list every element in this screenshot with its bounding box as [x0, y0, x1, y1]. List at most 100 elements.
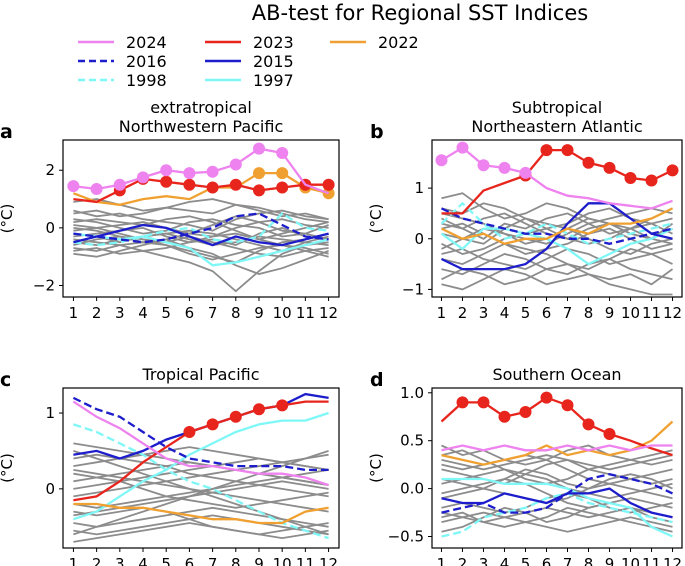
legend-label-2023: 2023	[253, 33, 294, 52]
panel-title: Northeastern Atlantic	[471, 117, 642, 136]
x-tick-label: 8	[584, 555, 594, 566]
background-year-line	[441, 263, 674, 286]
series-line-2015	[441, 202, 673, 271]
legend-item-2016: 2016	[78, 52, 167, 71]
y-axis-label: (°C)	[367, 204, 385, 234]
x-tick-label: 7	[563, 555, 573, 566]
series-line-2024	[441, 444, 673, 452]
legend-item-1998: 1998	[78, 71, 167, 90]
x-tick-label: 9	[605, 304, 615, 322]
panel-title: extratropical	[150, 98, 252, 117]
background-year-line	[73, 506, 329, 536]
background-year-line	[441, 454, 673, 485]
panel-letter: b	[370, 121, 384, 143]
background-year-line	[73, 469, 329, 513]
background-year-line	[73, 241, 329, 293]
background-year-line	[441, 253, 673, 281]
marker-2023-month-10	[276, 181, 289, 194]
marker-2023-month-6	[540, 391, 553, 404]
series-line-2022	[73, 502, 329, 525]
marker-2024-month-10	[276, 147, 289, 159]
x-tick-label: 1	[437, 555, 447, 566]
legend: 2024 2023 2022 2016 2015 1998 1997	[78, 33, 419, 90]
legend-item-2022: 2022	[330, 33, 419, 52]
background-year-line	[441, 268, 673, 296]
marker-2023-month-12	[322, 178, 335, 191]
panel-title: Tropical Pacific	[141, 365, 259, 384]
x-tick-label: 2	[458, 304, 468, 322]
x-tick-label: 9	[254, 304, 264, 322]
legend-item-1997: 1997	[205, 71, 294, 90]
marker-2023-month-9	[603, 428, 616, 440]
plot-area	[435, 141, 679, 296]
marker-2024-month-5	[160, 164, 173, 177]
y-tick-label: 1	[45, 404, 55, 422]
series-line-1998	[73, 423, 329, 540]
axes-frame	[62, 139, 340, 298]
marker-2023-month-6	[540, 144, 553, 157]
y-tick-label: 0.0	[400, 480, 424, 498]
x-tick-label: 1	[69, 555, 79, 566]
x-tick-label: 6	[185, 304, 195, 322]
marker-2024-month-3	[477, 159, 490, 172]
x-tick-label: 7	[208, 555, 218, 566]
axes-frame	[62, 387, 340, 549]
series-line-1997	[440, 227, 674, 266]
background-year-line	[73, 232, 329, 247]
series-line-2016	[441, 473, 673, 514]
x-tick-label: 5	[161, 304, 171, 322]
x-tick-label: 4	[138, 555, 148, 566]
series-line-2023	[73, 400, 329, 502]
x-tick-label: 9	[254, 555, 264, 566]
background-year-line	[441, 468, 673, 500]
series-line-1997	[73, 411, 329, 521]
x-tick-label: 11	[296, 304, 315, 322]
legend-label-1998: 1998	[126, 71, 167, 90]
background-year-line	[73, 215, 329, 241]
series-line-1998	[73, 212, 329, 247]
background-year-line	[441, 242, 673, 271]
series-line-2022	[440, 207, 673, 246]
marker-2023-month-6	[183, 426, 196, 438]
panel-d: 1 2 3 4 5 6 7 8 9 10 11 12−0.50.00.51.0(°C)Southern…	[367, 365, 683, 566]
panel-title: Southern Ocean	[492, 365, 621, 384]
series-line-2024	[72, 400, 329, 487]
x-tick-label: 2	[458, 555, 468, 566]
marker-2024-month-8	[229, 158, 242, 171]
x-tick-label: 3	[115, 304, 125, 322]
series-line-1998	[440, 201, 673, 246]
series-line-1997	[441, 477, 673, 538]
plot-area	[67, 142, 335, 293]
legend-label-2024: 2024	[126, 33, 167, 52]
background-year-line	[73, 472, 329, 509]
x-tick-label: 10	[621, 304, 640, 322]
x-tick-label: 8	[584, 304, 594, 322]
y-tick-label: 1.0	[400, 384, 424, 402]
x-tick-label: 9	[605, 555, 615, 566]
y-tick-label: 0	[45, 480, 55, 498]
y-axis-label: (°C)	[0, 453, 16, 483]
background-year-line	[73, 480, 329, 517]
background-year-line	[73, 238, 329, 275]
marker-2023-month-7	[561, 399, 574, 412]
axes-frame	[431, 139, 683, 298]
marker-2023-month-7	[561, 144, 574, 157]
marker-2023-month-9	[253, 403, 265, 416]
x-tick-label: 5	[161, 555, 171, 566]
marker-2023-month-3	[477, 396, 490, 409]
marker-2024-month-6	[183, 167, 196, 180]
marker-2024-month-3	[113, 178, 126, 191]
x-tick-label: 8	[231, 304, 241, 322]
marker-2023-month-12	[666, 164, 679, 177]
marker-2023-month-9	[603, 161, 616, 174]
marker-2023-month-11	[645, 174, 658, 187]
series-line-2016	[73, 212, 329, 244]
legend-label-2015: 2015	[253, 52, 294, 71]
x-tick-label: 12	[319, 304, 338, 322]
y-tick-label: 1	[414, 179, 424, 197]
x-tick-label: 3	[479, 555, 489, 566]
y-tick-label: 0	[414, 230, 424, 248]
panel-title: Northwestern Pacific	[119, 117, 284, 136]
marker-2024-month-9	[253, 142, 265, 155]
